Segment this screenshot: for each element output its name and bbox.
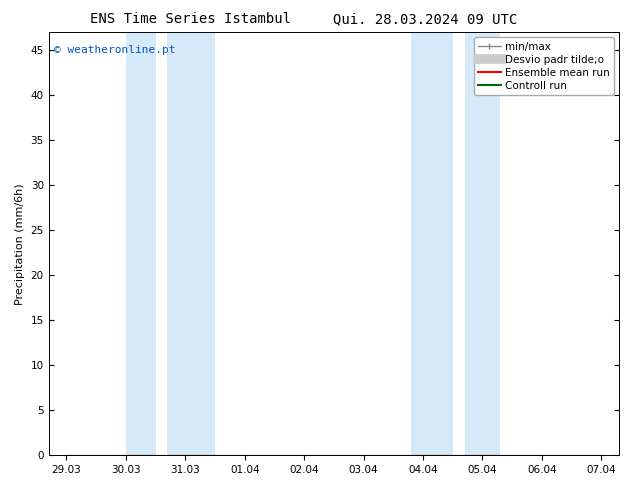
Text: ENS Time Series Istambul: ENS Time Series Istambul (89, 12, 291, 26)
Text: Qui. 28.03.2024 09 UTC: Qui. 28.03.2024 09 UTC (333, 12, 517, 26)
Y-axis label: Precipitation (mm/6h): Precipitation (mm/6h) (15, 183, 25, 304)
Text: © weatheronline.pt: © weatheronline.pt (55, 45, 176, 55)
Legend: min/max, Desvio padr tilde;o, Ensemble mean run, Controll run: min/max, Desvio padr tilde;o, Ensemble m… (474, 37, 614, 95)
Bar (126, 32, 155, 455)
Bar (167, 32, 215, 455)
Bar (465, 32, 500, 455)
Bar (411, 32, 453, 455)
